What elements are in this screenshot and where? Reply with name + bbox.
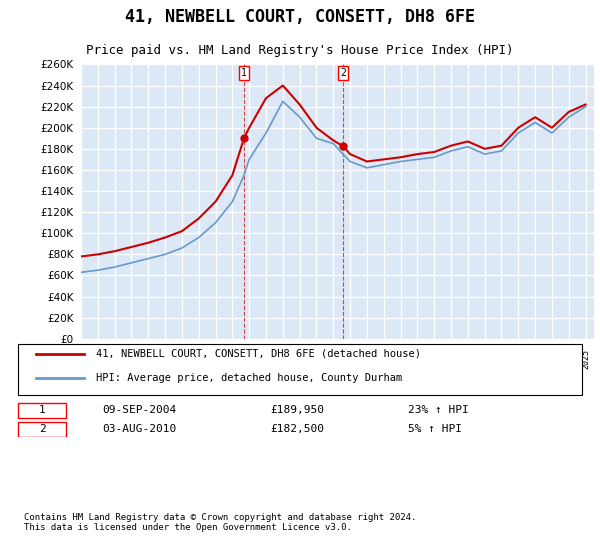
FancyBboxPatch shape xyxy=(18,343,582,395)
Text: £182,500: £182,500 xyxy=(270,424,324,434)
FancyBboxPatch shape xyxy=(18,422,66,437)
Text: 5% ↑ HPI: 5% ↑ HPI xyxy=(408,424,462,434)
Text: Price paid vs. HM Land Registry's House Price Index (HPI): Price paid vs. HM Land Registry's House … xyxy=(86,44,514,57)
FancyBboxPatch shape xyxy=(18,403,66,418)
Text: 41, NEWBELL COURT, CONSETT, DH8 6FE: 41, NEWBELL COURT, CONSETT, DH8 6FE xyxy=(125,8,475,26)
Text: Contains HM Land Registry data © Crown copyright and database right 2024.
This d: Contains HM Land Registry data © Crown c… xyxy=(24,513,416,533)
Text: 2: 2 xyxy=(38,424,46,434)
Text: 23% ↑ HPI: 23% ↑ HPI xyxy=(408,405,469,415)
Text: HPI: Average price, detached house, County Durham: HPI: Average price, detached house, Coun… xyxy=(96,373,402,383)
Text: 03-AUG-2010: 03-AUG-2010 xyxy=(102,424,176,434)
Text: 1: 1 xyxy=(241,68,247,78)
Text: 1: 1 xyxy=(38,405,46,415)
Text: £189,950: £189,950 xyxy=(270,405,324,415)
Text: 09-SEP-2004: 09-SEP-2004 xyxy=(102,405,176,415)
Text: 2: 2 xyxy=(340,68,346,78)
Text: 41, NEWBELL COURT, CONSETT, DH8 6FE (detached house): 41, NEWBELL COURT, CONSETT, DH8 6FE (det… xyxy=(96,349,421,359)
